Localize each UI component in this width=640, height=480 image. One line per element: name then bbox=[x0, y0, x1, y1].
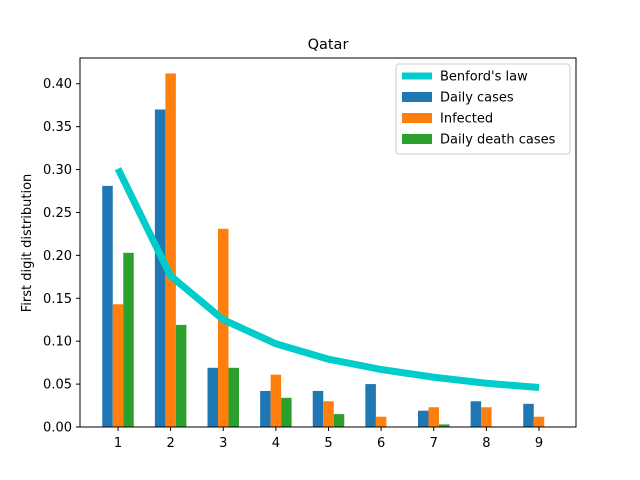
legend-label-daily-cases: Daily cases bbox=[440, 91, 514, 106]
line-layer bbox=[114, 167, 540, 392]
bar-daily-cases-2 bbox=[154, 109, 166, 428]
bar-daily-death-cases-2 bbox=[175, 324, 187, 427]
x-tick-label-5: 5 bbox=[324, 436, 332, 451]
bar-daily-cases-1 bbox=[102, 185, 113, 427]
bars-layer bbox=[102, 73, 545, 428]
y-axis-label: First digit distribution bbox=[20, 174, 35, 313]
x-tick-label-1: 1 bbox=[114, 436, 122, 451]
bar-daily-death-cases-4 bbox=[281, 397, 292, 427]
bar-daily-death-cases-7 bbox=[439, 424, 450, 427]
x-tick-label-3: 3 bbox=[219, 436, 227, 451]
bar-daily-cases-8 bbox=[470, 401, 482, 427]
legend-swatch-daily-death-cases bbox=[402, 134, 432, 144]
y-tick-label-0.30: 0.30 bbox=[43, 163, 72, 178]
y-tick-label-0.00: 0.00 bbox=[43, 421, 72, 436]
y-tick-label-0.15: 0.15 bbox=[43, 292, 72, 307]
bar-infected-1 bbox=[112, 304, 124, 427]
y-tick-label-0.35: 0.35 bbox=[43, 120, 72, 135]
bar-infected-4 bbox=[270, 374, 282, 427]
y-tick-label-0.40: 0.40 bbox=[43, 77, 72, 92]
bar-infected-2 bbox=[165, 73, 176, 427]
x-tick-label-8: 8 bbox=[482, 436, 490, 451]
y-tick-label-0.05: 0.05 bbox=[43, 378, 72, 393]
bar-infected-9 bbox=[533, 416, 545, 427]
x-tick-label-7: 7 bbox=[430, 436, 438, 451]
axes-layer: 1 2 3 4 5 6 7 8 9 0.00 0.05 0.10 0.15 0.20 0.25 0.30 0.3… bbox=[43, 57, 577, 451]
y-tick-label-0.10: 0.10 bbox=[43, 335, 72, 350]
benford-line bbox=[114, 167, 540, 392]
bar-infected-5 bbox=[323, 401, 334, 427]
chart-title: Qatar bbox=[308, 37, 349, 53]
legend-label-benford: Benford's law bbox=[440, 70, 528, 85]
legend-box bbox=[395, 63, 571, 155]
bar-daily-death-cases-5 bbox=[333, 414, 345, 427]
x-tick-label-9: 9 bbox=[535, 436, 543, 451]
y-tick-label-0.20: 0.20 bbox=[43, 249, 72, 264]
legend-swatch-daily-cases bbox=[402, 92, 432, 102]
bar-daily-cases-3 bbox=[207, 367, 218, 427]
bar-infected-8 bbox=[481, 407, 492, 427]
bar-daily-death-cases-3 bbox=[228, 367, 239, 427]
bar-infected-6 bbox=[375, 416, 387, 427]
x-tick-label-6: 6 bbox=[377, 436, 385, 451]
legend-label-infected: Infected bbox=[440, 112, 493, 127]
y-tick-label-0.25: 0.25 bbox=[43, 206, 72, 221]
legend: Benford's law Daily cases Infected Daily de… bbox=[395, 63, 571, 155]
bar-infected-7 bbox=[428, 407, 439, 427]
x-tick-label-4: 4 bbox=[272, 436, 280, 451]
legend-swatch-infected bbox=[402, 113, 432, 123]
bar-daily-cases-6 bbox=[365, 384, 376, 427]
bar-infected-3 bbox=[218, 228, 229, 427]
bar-daily-death-cases-1 bbox=[123, 252, 134, 427]
bar-daily-cases-9 bbox=[523, 403, 534, 427]
bar-daily-cases-4 bbox=[260, 390, 271, 427]
legend-label-daily-death-cases: Daily death cases bbox=[440, 133, 556, 148]
x-tick-label-2: 2 bbox=[166, 436, 174, 451]
bar-daily-cases-7 bbox=[418, 410, 429, 427]
bar-daily-cases-5 bbox=[312, 390, 324, 427]
